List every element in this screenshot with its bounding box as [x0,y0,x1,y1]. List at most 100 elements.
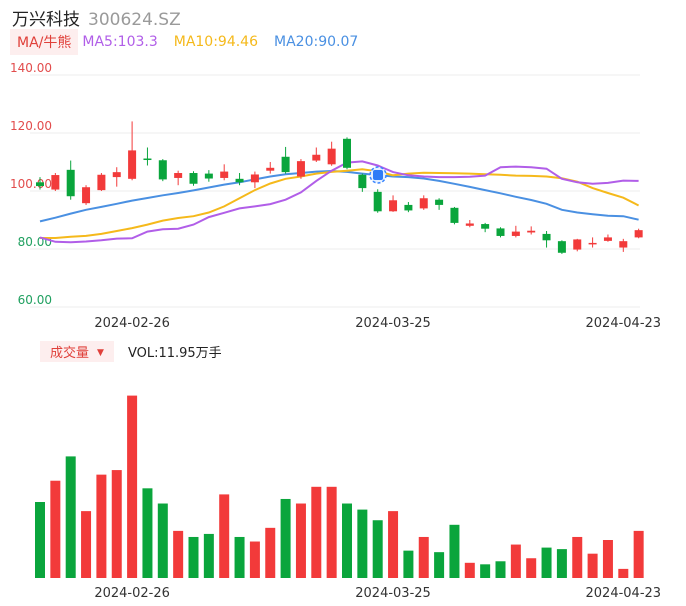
candle [250,171,259,189]
candle [158,159,167,182]
chart-logo-marker [369,166,387,184]
candle-body [465,223,474,226]
ma10-line [40,168,640,239]
candle-body [312,154,321,161]
candle-body [128,150,137,179]
x-tick-label: 2024-02-26 [94,586,170,601]
volume-bars-layer [35,395,644,578]
y-tick-label: 100.00 [10,177,52,191]
candle-body [36,182,44,187]
candle-body [389,200,398,212]
caret-down-icon: ▼ [97,347,104,358]
x-tick-label: 2024-04-23 [586,586,662,601]
candle [97,173,106,191]
volume-legend: 成交量 ▼ VOL:11.95万手 [40,340,222,362]
candle-body [634,230,643,238]
candle [189,171,198,186]
volume-bar [295,503,306,578]
candle-body [51,175,60,190]
ma20-legend: MA20:90.07 [274,34,359,50]
candle-body [450,207,459,223]
candle [373,189,382,213]
volume-bar [188,536,199,578]
candle-body [327,148,336,165]
candle [112,167,121,187]
candle-body [496,228,505,236]
candle [588,237,597,248]
volume-bar [602,540,613,578]
ma-indicator-toggle[interactable]: MA/牛熊 [10,29,79,55]
volume-bar [618,568,629,578]
stock-title: 万兴科技 300624.SZ [12,5,181,30]
candle-body [435,199,444,205]
volume-bar [50,480,61,578]
candle [204,170,213,182]
volume-bar [372,520,383,578]
volume-bar [403,550,414,578]
candle [266,162,275,174]
volume-bar [572,536,583,578]
candle [557,240,566,254]
candle [542,231,551,248]
candle [450,206,459,225]
candle [634,228,643,239]
volume-bar [142,488,153,578]
volume-bar [219,494,230,578]
ma5-line [39,160,639,244]
candle [527,226,536,235]
candle [128,121,137,181]
volume-chart[interactable]: 2024-02-26 2024-03-25 2024-04-23 [0,360,686,606]
candle-body [66,169,75,197]
candle [619,238,628,252]
candle-body [419,198,428,209]
volume-bar [127,395,138,578]
candle-body [603,237,612,241]
candle-body [158,160,167,180]
volume-indicator-toggle[interactable]: 成交量 ▼ [40,340,114,362]
candle-body [511,231,520,236]
candle-body [527,230,536,233]
candles-layer [36,121,643,254]
ma10-line-layer [40,168,640,239]
volume-bar [280,498,291,578]
candle [66,160,75,200]
volume-bar [418,536,429,578]
stock-name: 万兴科技 [12,10,80,30]
candle [404,202,413,213]
ma5-legend: MA5:103.3 [82,34,158,50]
volume-bar [434,552,445,578]
candle [327,141,336,166]
volume-bar [541,547,552,578]
candle [143,147,152,166]
candle [343,137,351,170]
volume-bar [464,562,475,578]
candle [281,146,290,174]
candle-body [143,158,152,161]
candle [51,173,60,191]
candle-body [296,161,305,177]
candle-body [112,172,121,178]
volume-bar [587,553,598,578]
candle-body [573,239,582,250]
candle-body [619,241,628,248]
candle-body [82,187,91,204]
candle-body [235,178,244,183]
candle [496,227,505,238]
volume-bar [480,564,491,578]
volume-bar [326,486,337,578]
volume-x-axis: 2024-02-26 2024-03-25 2024-04-23 [94,586,661,601]
candle [603,234,612,242]
candle [419,195,428,210]
candle [573,238,582,252]
volume-bar [173,530,184,578]
price-x-axis: 2024-02-26 2024-03-25 2024-04-23 [94,316,661,331]
candle [435,198,444,210]
ma5-line-layer [39,160,639,244]
y-tick-label: 60.00 [18,293,52,307]
volume-bar [65,456,76,578]
x-tick-label: 2024-02-26 [94,316,170,331]
volume-toggle-label: 成交量 [50,345,90,361]
candle-body [343,138,351,168]
